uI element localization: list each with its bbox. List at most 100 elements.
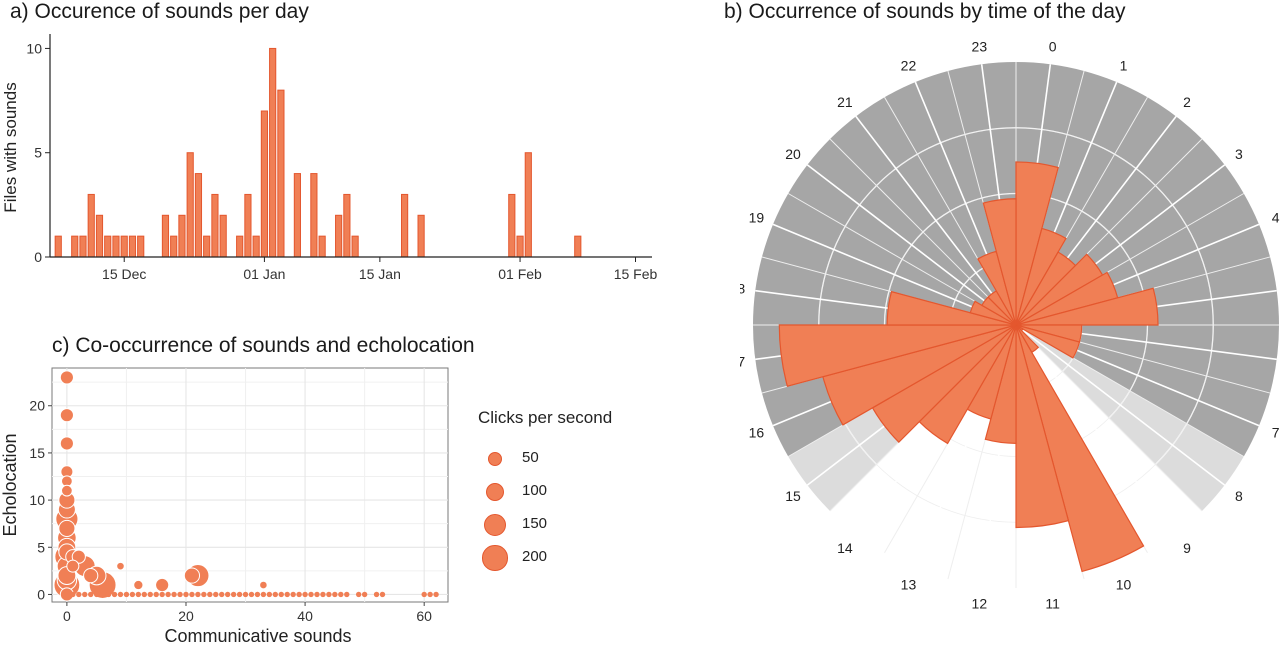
daily-bar — [244, 193, 252, 258]
scatter-point — [59, 408, 74, 423]
scatter-point — [99, 591, 106, 598]
daily-bar — [260, 110, 269, 258]
scatter-point — [93, 591, 100, 598]
hour-label: 9 — [1183, 540, 1191, 556]
hour-label: 10 — [1116, 577, 1132, 593]
scatter-point — [171, 591, 177, 598]
y-tick-label: 10 — [29, 492, 45, 508]
scatter-point — [88, 591, 94, 598]
scatter-point — [433, 591, 439, 598]
scatter-point — [129, 591, 136, 598]
daily-bar — [128, 235, 137, 258]
scatter-point — [326, 591, 332, 598]
scatter-point — [379, 591, 386, 598]
scatter-point — [242, 591, 249, 598]
legend-item: 50 — [478, 444, 539, 474]
x-tick-label: 60 — [416, 608, 432, 624]
scatter-point — [230, 591, 237, 598]
scatter-point — [284, 591, 290, 598]
scatter-point — [58, 519, 76, 537]
hour-background-sector — [1016, 325, 1244, 511]
clicks-per-second-legend: Clicks per second 50 100 150 200 — [478, 408, 668, 578]
daily-bar — [71, 235, 79, 258]
hour-background-sector — [1016, 325, 1271, 457]
scatter-point — [254, 591, 261, 598]
hour-label: 14 — [837, 540, 853, 556]
hour-label: 2 — [1183, 94, 1191, 110]
x-tick-label: 15 Jan — [359, 266, 401, 282]
scatter-point — [147, 591, 153, 598]
legend-size-swatch — [482, 545, 508, 571]
daily-bar — [335, 214, 343, 258]
hour-wedge-11 — [1015, 324, 1070, 529]
hour-background-sector — [1016, 325, 1202, 553]
hour-label: 19 — [749, 209, 765, 225]
hour-label: 21 — [837, 94, 853, 110]
daily-bar — [178, 214, 186, 258]
scatter-point — [59, 370, 74, 385]
scatter-point — [189, 591, 195, 598]
scatter-point — [66, 559, 80, 573]
daily-bar — [516, 235, 524, 258]
polar-grid-spoke — [1015, 324, 1177, 535]
daily-bar — [54, 235, 62, 258]
daily-bar — [310, 173, 318, 258]
legend-size-label: 50 — [522, 449, 539, 466]
legend-size-label: 200 — [522, 548, 548, 565]
daily-bar — [401, 193, 409, 258]
scatter-point — [177, 591, 183, 598]
hour-background-sector — [788, 139, 1016, 325]
scatter-point — [332, 591, 338, 598]
scatter-point — [133, 579, 144, 591]
scatter-point — [219, 591, 225, 598]
daily-bar — [186, 152, 194, 258]
x-tick-label: 40 — [297, 608, 313, 624]
scatter-point — [201, 591, 207, 598]
scatter-point — [278, 591, 284, 598]
scatter-point — [302, 591, 308, 598]
hour-wedge-17 — [778, 324, 1017, 387]
scatter-point — [83, 567, 99, 584]
hour-label: 15 — [785, 488, 801, 504]
scatter-point — [155, 577, 170, 593]
daily-bar — [112, 235, 120, 258]
daily-bar — [87, 193, 95, 258]
hour-label: 0 — [1049, 38, 1057, 54]
legend-title: Clicks per second — [478, 408, 613, 427]
scatter-point — [111, 591, 118, 598]
scatter-point — [427, 591, 433, 598]
daily-bar — [194, 173, 203, 258]
x-tick-label: 15 Dec — [102, 266, 146, 282]
scatter-point — [421, 591, 427, 598]
hour-label: 13 — [901, 577, 917, 593]
scatter-point — [344, 591, 350, 598]
hour-label: 4 — [1272, 209, 1280, 225]
scatter-point — [76, 591, 82, 598]
daily-bar — [417, 214, 425, 258]
scatter-point — [135, 591, 142, 598]
daily-bar — [79, 235, 87, 258]
y-axis-title: Echolocation — [0, 433, 20, 536]
y-tick-label: 0 — [37, 586, 45, 602]
hour-wedge-5 — [1015, 287, 1159, 326]
x-tick-label: 15 Feb — [614, 266, 658, 282]
hour-wedge-7 — [1015, 324, 1081, 359]
hour-label: 12 — [972, 596, 988, 610]
hour-wedge-10 — [1015, 324, 1145, 573]
legend-size-swatch — [483, 513, 507, 537]
hour-background-sector — [1016, 325, 1279, 394]
y-tick-label: 20 — [29, 398, 45, 414]
legend-size-label: 150 — [522, 515, 548, 532]
x-tick-label: 20 — [178, 608, 194, 624]
scatter-point — [236, 591, 243, 598]
scatter-point — [59, 436, 74, 451]
scatter-point — [355, 591, 362, 598]
scatter-point — [159, 591, 165, 598]
polar-grid-spoke — [1015, 324, 1226, 486]
x-axis-title: Communicative sounds — [164, 626, 351, 646]
legend-item: 100 — [478, 477, 547, 507]
panel-a-title: a) Occurence of sounds per day — [10, 0, 309, 23]
hour-label: 16 — [749, 425, 765, 441]
hour-wedge-23 — [982, 198, 1017, 326]
polar-grid-spoke — [829, 138, 1017, 326]
